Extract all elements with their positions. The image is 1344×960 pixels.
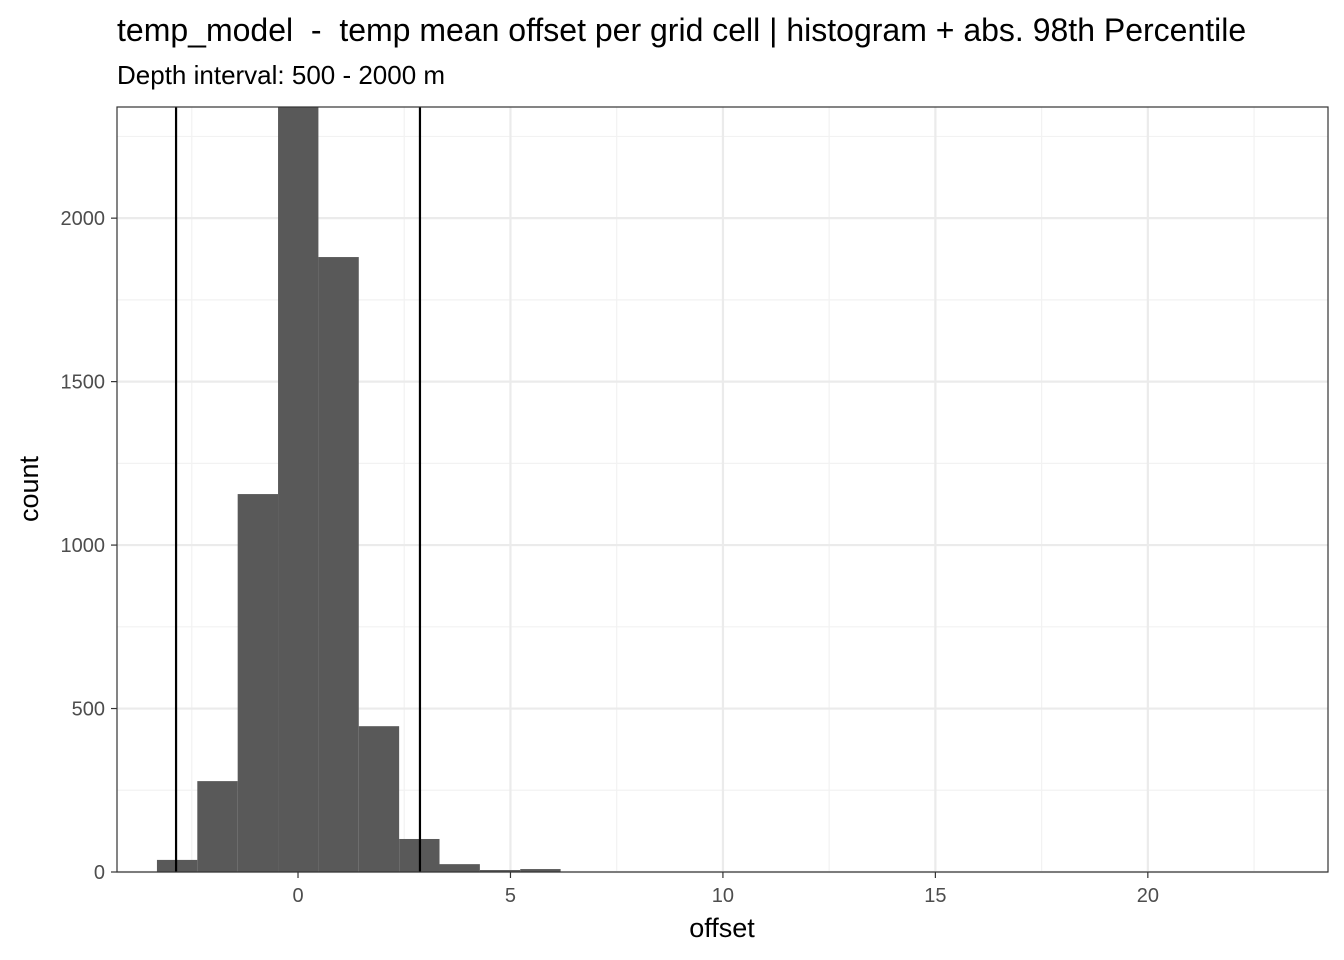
y-tick-label: 0	[94, 862, 105, 884]
x-tick-label: 0	[292, 885, 303, 907]
y-tick-label: 1000	[61, 535, 106, 557]
bar	[318, 257, 359, 872]
x-tick-label: 20	[1137, 885, 1159, 907]
y-tick-label: 500	[72, 699, 105, 721]
y-tick-label: 1500	[61, 372, 106, 394]
bar	[520, 869, 561, 872]
bar	[439, 864, 480, 872]
bar	[278, 107, 319, 872]
x-tick-label: 5	[505, 885, 516, 907]
chart-subtitle: Depth interval: 500 - 2000 m	[117, 60, 445, 90]
axes: 0 5 10 15 20 0 500 1000 1500 2000	[61, 208, 1159, 907]
bar	[479, 870, 521, 872]
x-axis-title: offset	[689, 913, 755, 943]
x-tick-label: 15	[924, 885, 946, 907]
chart-title: temp_model - temp mean offset per grid c…	[117, 12, 1246, 48]
bar	[237, 494, 279, 872]
y-axis-title: count	[14, 455, 44, 522]
bar	[197, 781, 238, 872]
bar	[358, 726, 400, 872]
x-tick-label: 10	[712, 885, 734, 907]
bars	[156, 107, 561, 872]
y-tick-label: 2000	[61, 208, 106, 230]
